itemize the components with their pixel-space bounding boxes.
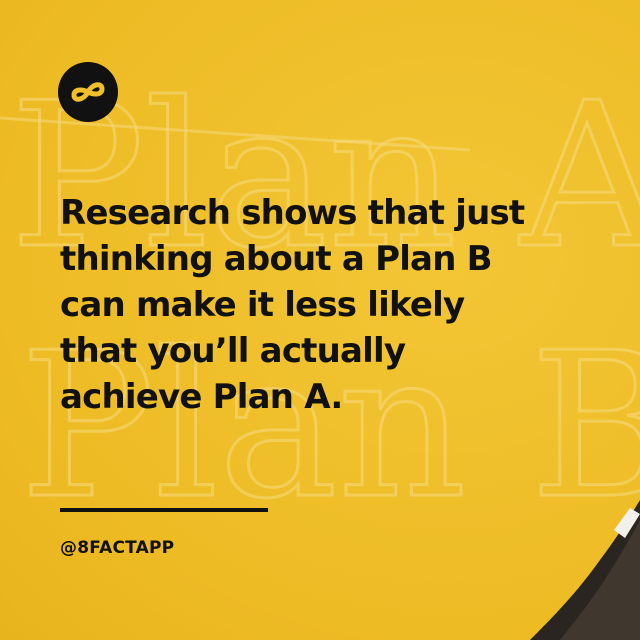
account-handle: @8FACTAPP xyxy=(60,538,175,558)
headline-line: thinking about a Plan B xyxy=(60,239,493,279)
headline-line: Research shows that just xyxy=(60,193,525,233)
infinity-eight-icon xyxy=(71,82,105,102)
headline-line: can make it less likely xyxy=(60,285,465,325)
hand-with-chalk-image xyxy=(530,500,640,640)
headline: Research shows that just thinking about … xyxy=(60,190,580,420)
app-logo xyxy=(58,62,118,122)
divider xyxy=(60,508,268,512)
chalk-strike-line xyxy=(0,116,471,152)
headline-line: achieve Plan A. xyxy=(60,377,343,417)
headline-line: that you’ll actually xyxy=(60,331,406,371)
